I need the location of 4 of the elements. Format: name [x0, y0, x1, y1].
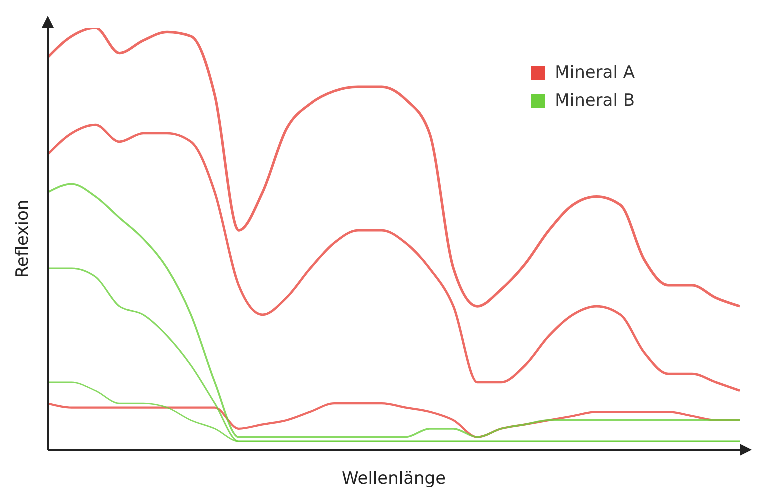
y-axis-title: Reflexion	[13, 200, 34, 278]
legend-label: Mineral A	[555, 63, 635, 83]
legend-label: Mineral B	[555, 91, 635, 111]
x-axis-title: Wellenlänge	[342, 469, 446, 489]
